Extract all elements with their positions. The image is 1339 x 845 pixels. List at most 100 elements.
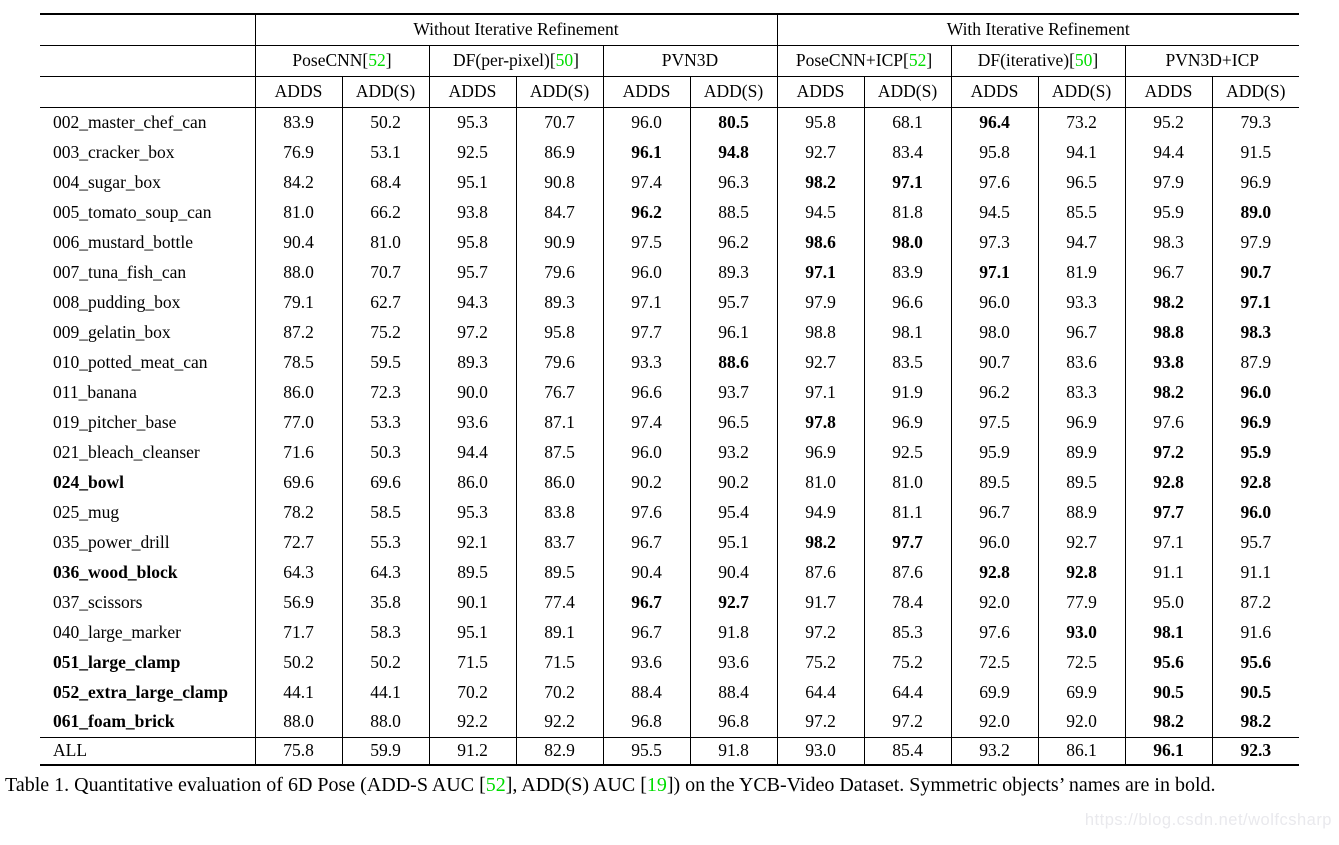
value-cell: 97.1 xyxy=(776,257,864,287)
value-cell: 71.6 xyxy=(254,437,342,467)
value-cell: 92.0 xyxy=(1037,707,1125,737)
value-cell: 92.1 xyxy=(428,527,516,557)
value-cell: 91.9 xyxy=(863,377,951,407)
value-cell: 90.5 xyxy=(1211,677,1299,707)
value-cell: 83.6 xyxy=(1037,347,1125,377)
value-cell: 79.6 xyxy=(515,257,603,287)
value-cell: 96.6 xyxy=(863,287,951,317)
table-row: 051_large_clamp 50.2 50.2 71.5 71.5 93.6 93.6 7… xyxy=(40,647,1299,677)
value-cell: 96.7 xyxy=(602,527,690,557)
table-row: 037_scissors 56.9 35.8 90.1 77.4 96.7 92.7 91.7… xyxy=(40,587,1299,617)
value-cell: 92.7 xyxy=(776,347,864,377)
value-cell: 94.5 xyxy=(950,197,1038,227)
method-header-df-per-pixel-: DF(per-pixel)[50] xyxy=(428,45,603,77)
value-cell: 50.3 xyxy=(341,437,429,467)
value-cell: 96.7 xyxy=(602,617,690,647)
value-cell: 91.2 xyxy=(428,736,516,765)
citation-ref: 52 xyxy=(485,774,506,796)
value-cell: 98.0 xyxy=(863,227,951,257)
value-cell: 81.1 xyxy=(863,497,951,527)
empty-header-cell xyxy=(40,76,255,108)
object-name: 005_tomato_soup_can xyxy=(53,201,212,222)
object-name: 007_tuna_fish_can xyxy=(53,261,187,282)
value-cell: 95.5 xyxy=(602,736,690,765)
value-cell: 96.7 xyxy=(1124,257,1212,287)
metric-header: ADDS xyxy=(776,76,864,108)
table-row: 019_pitcher_base 77.0 53.3 93.6 87.1 97.4 96.5… xyxy=(40,407,1299,437)
value-cell: 75.8 xyxy=(254,736,342,765)
value-cell: 96.1 xyxy=(689,317,777,347)
table-row: 024_bowl 69.6 69.6 86.0 86.0 90.2 90.2 81.0 81.0… xyxy=(40,467,1299,497)
value-cell: 94.1 xyxy=(1037,137,1125,167)
value-cell: 97.8 xyxy=(776,407,864,437)
value-cell: 89.3 xyxy=(428,347,516,377)
value-cell: 98.2 xyxy=(776,527,864,557)
value-cell: 91.1 xyxy=(1124,557,1212,587)
value-cell: 72.3 xyxy=(341,377,429,407)
value-cell: 96.6 xyxy=(602,377,690,407)
value-cell: 87.9 xyxy=(1211,347,1299,377)
value-cell: 97.2 xyxy=(776,707,864,737)
value-cell: 98.6 xyxy=(776,227,864,257)
value-cell: 95.0 xyxy=(1124,587,1212,617)
value-cell: 93.0 xyxy=(776,736,864,765)
method-header-df-iterative-: DF(iterative)[50] xyxy=(950,45,1125,77)
object-name: 019_pitcher_base xyxy=(53,411,177,432)
value-cell: 87.2 xyxy=(1211,587,1299,617)
value-cell: 95.1 xyxy=(428,167,516,197)
value-cell: 86.0 xyxy=(515,467,603,497)
value-cell: 75.2 xyxy=(341,317,429,347)
value-cell: 69.9 xyxy=(1037,677,1125,707)
value-cell: 97.5 xyxy=(950,407,1038,437)
table-row: 036_wood_block 64.3 64.3 89.5 89.5 90.4 90.4 87… xyxy=(40,557,1299,587)
value-cell: 79.6 xyxy=(515,347,603,377)
value-cell: 92.0 xyxy=(950,587,1038,617)
object-name: 051_large_clamp xyxy=(53,651,181,672)
value-cell: 98.2 xyxy=(776,167,864,197)
results-table: Without Iterative Refinement With Iterat… xyxy=(40,13,1299,766)
caption-text: ], ADD(S) AUC [ xyxy=(505,774,647,796)
value-cell: 69.6 xyxy=(341,467,429,497)
table-caption: Table 1. Quantitative evaluation of 6D P… xyxy=(5,772,1334,799)
value-cell: 44.1 xyxy=(341,677,429,707)
value-cell: 88.9 xyxy=(1037,497,1125,527)
value-cell: 96.4 xyxy=(950,107,1038,137)
value-cell: 77.4 xyxy=(515,587,603,617)
value-cell: 97.9 xyxy=(776,287,864,317)
value-cell: 88.6 xyxy=(689,347,777,377)
value-cell: 93.8 xyxy=(428,197,516,227)
value-cell: 93.0 xyxy=(1037,617,1125,647)
group-header-without-refinement: Without Iterative Refinement xyxy=(254,14,777,46)
value-cell: 91.5 xyxy=(1211,137,1299,167)
value-cell: 68.1 xyxy=(863,107,951,137)
table-row: 006_mustard_bottle 90.4 81.0 95.8 90.9 97.5 96… xyxy=(40,227,1299,257)
value-cell: 91.1 xyxy=(1211,557,1299,587)
value-cell: 97.1 xyxy=(1211,287,1299,317)
value-cell: 94.7 xyxy=(1037,227,1125,257)
table-row: 005_tomato_soup_can 81.0 66.2 93.8 84.7 96.2 8… xyxy=(40,197,1299,227)
table-row-all: ALL 75.8 59.9 91.2 82.9 95.5 91.8 93.0 85.4 93.2 8… xyxy=(40,736,1299,765)
value-cell: 80.5 xyxy=(689,107,777,137)
value-cell: 64.4 xyxy=(776,677,864,707)
value-cell: 97.1 xyxy=(950,257,1038,287)
group-header-with-refinement: With Iterative Refinement xyxy=(776,14,1299,46)
metric-header: ADDS xyxy=(1124,76,1212,108)
value-cell: 97.1 xyxy=(1124,527,1212,557)
value-cell: 88.0 xyxy=(341,707,429,737)
value-cell: 97.2 xyxy=(776,617,864,647)
value-cell: 92.8 xyxy=(1037,557,1125,587)
method-header-pvn3d: PVN3D xyxy=(602,45,777,77)
value-cell: 89.9 xyxy=(1037,437,1125,467)
value-cell: 92.7 xyxy=(1037,527,1125,557)
value-cell: 79.1 xyxy=(254,287,342,317)
value-cell: 78.4 xyxy=(863,587,951,617)
metric-header: ADDS xyxy=(254,76,342,108)
value-cell: 90.4 xyxy=(602,557,690,587)
watermark: https://blog.csdn.net/wolfcsharp xyxy=(1084,811,1332,829)
value-cell: 73.2 xyxy=(1037,107,1125,137)
value-cell: 93.2 xyxy=(689,437,777,467)
value-cell: 89.5 xyxy=(428,557,516,587)
object-name: 009_gelatin_box xyxy=(53,321,171,342)
value-cell: 96.0 xyxy=(1211,497,1299,527)
value-cell: 91.8 xyxy=(689,736,777,765)
